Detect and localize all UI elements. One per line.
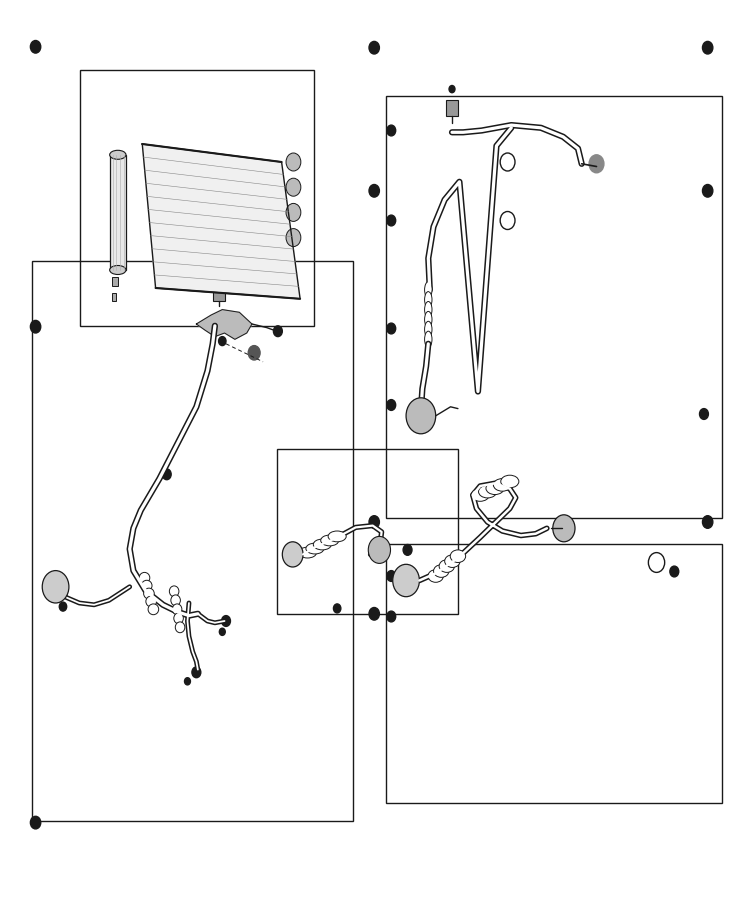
Ellipse shape [433,565,449,578]
Circle shape [282,542,303,567]
Ellipse shape [451,550,465,562]
Circle shape [185,678,190,685]
Circle shape [589,155,604,173]
Ellipse shape [110,150,126,159]
Ellipse shape [176,622,185,633]
Bar [386,96,722,518]
Bar [277,449,458,614]
Circle shape [553,515,575,542]
Circle shape [670,566,679,577]
Ellipse shape [306,544,324,554]
Circle shape [387,611,396,622]
Ellipse shape [425,321,432,338]
Circle shape [192,667,201,678]
Circle shape [30,816,41,829]
Circle shape [369,41,379,54]
Ellipse shape [146,596,156,607]
Bar [213,283,225,301]
Ellipse shape [142,580,152,591]
Polygon shape [142,144,300,299]
Circle shape [286,178,301,196]
Ellipse shape [148,604,159,615]
Ellipse shape [486,482,504,495]
Ellipse shape [171,595,180,606]
Circle shape [702,184,713,197]
Circle shape [248,346,260,360]
Ellipse shape [428,570,443,582]
Circle shape [387,400,396,410]
Bar [32,261,353,821]
Bar [386,544,722,803]
Circle shape [702,41,713,54]
Circle shape [286,203,301,221]
Circle shape [30,40,41,53]
Circle shape [500,153,515,171]
Bar [112,277,118,286]
Ellipse shape [110,266,126,274]
Ellipse shape [471,489,489,501]
Circle shape [222,616,230,626]
Circle shape [369,516,379,528]
Ellipse shape [174,613,183,624]
Ellipse shape [144,589,154,599]
Circle shape [369,608,379,620]
Ellipse shape [139,572,150,583]
Ellipse shape [445,554,460,568]
Circle shape [449,86,455,93]
Circle shape [59,602,67,611]
Circle shape [286,229,301,247]
Circle shape [30,320,41,333]
Circle shape [387,571,396,581]
Ellipse shape [425,302,432,318]
Circle shape [393,564,419,597]
Circle shape [219,628,225,635]
Ellipse shape [425,292,432,308]
Bar [110,155,126,270]
Circle shape [162,469,171,480]
Circle shape [387,323,396,334]
Bar [446,100,458,116]
Circle shape [702,516,713,528]
Ellipse shape [173,604,182,615]
Circle shape [219,337,226,346]
Polygon shape [196,310,252,339]
Ellipse shape [299,547,316,558]
Circle shape [648,553,665,572]
Ellipse shape [170,586,179,597]
Ellipse shape [479,485,496,498]
Ellipse shape [501,475,519,488]
Circle shape [700,409,708,419]
Circle shape [333,604,341,613]
Ellipse shape [494,479,511,491]
Circle shape [368,536,391,563]
Ellipse shape [321,535,339,545]
Circle shape [387,125,396,136]
Ellipse shape [425,282,432,298]
Ellipse shape [313,539,331,550]
Circle shape [500,212,515,230]
Circle shape [286,153,301,171]
Circle shape [387,215,396,226]
Ellipse shape [425,331,432,347]
Ellipse shape [328,531,346,542]
Circle shape [406,398,436,434]
Ellipse shape [439,560,454,572]
Circle shape [369,184,379,197]
Bar [112,293,116,301]
Circle shape [42,571,69,603]
Circle shape [403,544,412,555]
Circle shape [273,326,282,337]
Ellipse shape [425,311,432,328]
Bar [80,70,314,326]
